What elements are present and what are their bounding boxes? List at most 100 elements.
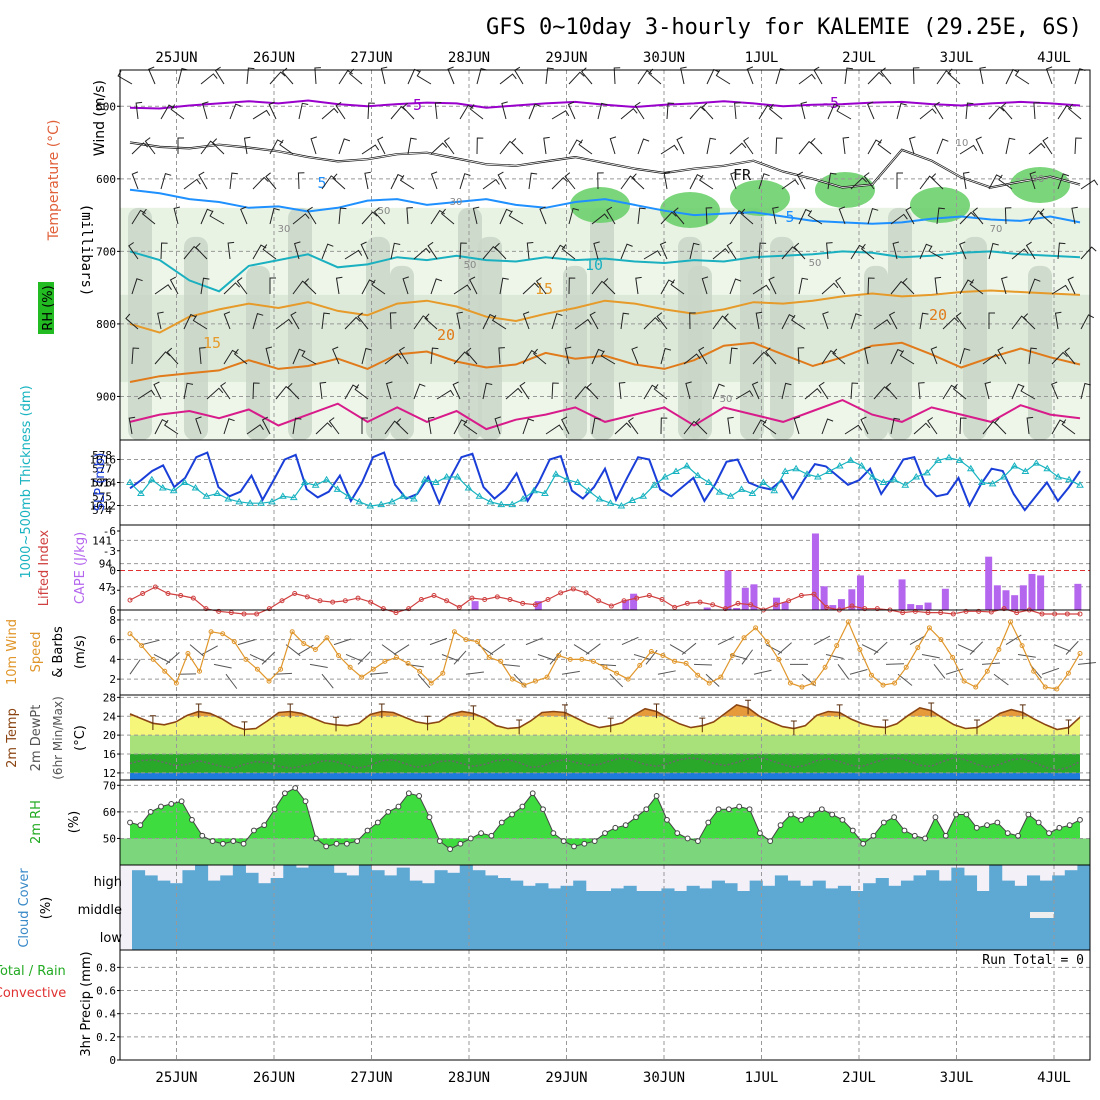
wind-barb (578, 139, 593, 155)
wind-barb (602, 278, 616, 295)
rh-marker (271, 806, 278, 813)
wind-barb (905, 206, 915, 225)
date-label-bottom: 28JUN (448, 1070, 490, 1086)
wind-barb (618, 382, 626, 400)
contour-label: -5 (404, 96, 422, 114)
wind-barb (685, 381, 692, 400)
wind-barb (850, 382, 859, 400)
rh-marker (953, 811, 959, 818)
rh-marker (158, 803, 164, 810)
wind-barb (936, 138, 949, 155)
wind-speed-marker (926, 625, 932, 631)
wind-barb (539, 206, 547, 225)
tick-label: 50 (103, 832, 116, 845)
cloud-high-bar (837, 885, 851, 891)
wind-barb (689, 242, 700, 260)
wind-barb (959, 417, 967, 435)
rh-marker (199, 832, 206, 839)
wind-barb (328, 417, 340, 435)
date-label-bottom: 27JUN (350, 1070, 392, 1086)
wind-barb (287, 382, 300, 400)
bottom-date-labels: 25JUN 26JUN 27JUN 28JUN 29JUN 30JUN 1JUL 2JUL 3J… (155, 1070, 1070, 1086)
wind-barb (1025, 241, 1036, 260)
wind-barb (712, 315, 728, 330)
wind-barb (663, 171, 671, 190)
tick-label: 0.2 (96, 1031, 116, 1044)
wind-barb (798, 208, 812, 225)
wind-barb (413, 315, 429, 330)
rh-blob (963, 236, 987, 440)
rh-marker (715, 806, 722, 813)
tick-label-thickness: 576 (92, 477, 112, 490)
wind-barb (200, 277, 210, 295)
wind-barb (252, 382, 260, 400)
wind-speed-marker (729, 652, 735, 658)
wind-speed-marker (428, 680, 434, 686)
li-marker (672, 604, 678, 610)
wind-barb (810, 137, 823, 155)
wind-barb (818, 381, 829, 400)
date-label-top: 30JUN (643, 50, 685, 66)
wind-barb (153, 381, 162, 400)
series-slp (129, 451, 1081, 512)
wind-barb (510, 138, 524, 155)
cloud-high-bar (497, 878, 511, 891)
thickness-marker (1043, 464, 1052, 472)
rh-marker (818, 806, 825, 813)
contour-label: 20 (929, 306, 947, 324)
wind-barb (290, 311, 300, 330)
wind-barb (892, 241, 900, 260)
wind-barb (1014, 70, 1030, 85)
wind-barb (758, 173, 770, 190)
thickness-marker (388, 497, 396, 505)
wind-barb (262, 244, 277, 260)
rh-blob (590, 207, 614, 440)
wind-barb (494, 242, 507, 260)
wind-speed-marker (382, 658, 388, 664)
wind-barb (762, 419, 777, 435)
thickness-marker (464, 484, 473, 491)
wind-barb (597, 172, 604, 190)
cloud-high-bar (623, 885, 637, 891)
wind-barb (962, 171, 970, 190)
wind-barb (1028, 347, 1037, 365)
temp-minmax-bar (333, 716, 340, 732)
wind-barb (1004, 207, 1012, 225)
rh-high-blob (1010, 167, 1070, 203)
ylabel-slp: SLP (mb) (93, 453, 108, 512)
wind-speed-marker (590, 658, 596, 664)
wind10m-barb (189, 644, 205, 657)
cape-bar (829, 605, 837, 610)
wind-barb (497, 171, 507, 190)
wind-barb (135, 101, 143, 120)
cloud-high-bar (699, 888, 713, 891)
wind-barb (436, 389, 455, 400)
wind-barb (902, 277, 915, 295)
wind-barb (936, 207, 945, 225)
wind10m-barb (705, 673, 720, 687)
rh-marker (220, 840, 226, 847)
wind-speed-marker (324, 635, 330, 641)
rh-marker (478, 830, 484, 837)
wind-barb (729, 278, 742, 295)
wind-barb (877, 139, 892, 155)
wind10m-barb (573, 644, 590, 655)
tick-label: 28 (103, 691, 116, 704)
wind-barb (597, 102, 608, 120)
series-dewpoint (129, 756, 1081, 771)
wind-barb (672, 207, 685, 225)
cloud-high-bar (989, 865, 1003, 891)
cloud-high-bar (900, 880, 915, 891)
thickness-marker (420, 475, 429, 483)
wind-barb (367, 102, 375, 120)
li-marker (456, 604, 462, 610)
contour-label: 15 (203, 334, 221, 352)
tick-label: 16 (103, 748, 116, 761)
wind-barb (357, 312, 369, 330)
wind-barb (706, 137, 717, 155)
rh-marker (302, 798, 309, 805)
cloud-high-bar (346, 875, 360, 891)
thickness-marker (453, 473, 462, 480)
cape-bar (724, 570, 732, 610)
